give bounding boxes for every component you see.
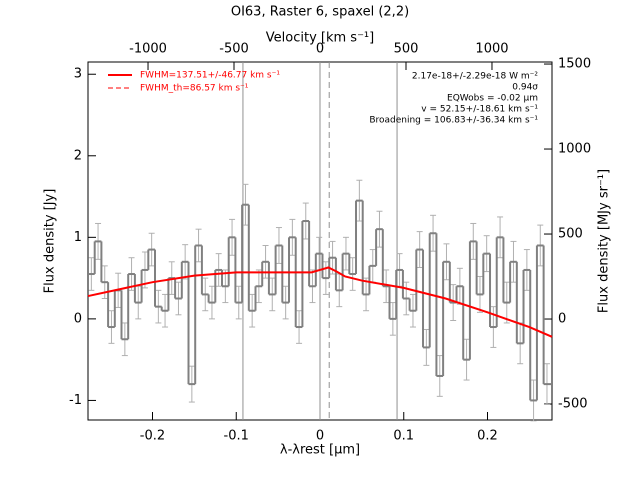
fit-line bbox=[311, 266, 346, 277]
x2-tick-label: -500 bbox=[219, 42, 249, 57]
x-axis-label: λ-λrest [μm] bbox=[280, 443, 360, 458]
annotation: 0.94σ bbox=[512, 83, 538, 93]
x2-tick-label: 500 bbox=[394, 42, 419, 57]
x2-tick-label: 1000 bbox=[475, 42, 508, 57]
y-tick-label: 3 bbox=[74, 67, 82, 82]
x2-tick-label: -1000 bbox=[129, 42, 167, 57]
x-tick-label: -0.2 bbox=[140, 429, 165, 444]
y2-tick-label: 1000 bbox=[558, 142, 591, 157]
y2-tick-label: 1500 bbox=[558, 57, 591, 72]
annotation: Broadening = 106.83+/-36.34 km s⁻¹ bbox=[369, 116, 538, 126]
y2-tick-label: 0 bbox=[558, 312, 566, 327]
x-tick-label: 0 bbox=[316, 429, 324, 444]
chart-title: OI63, Raster 6, spaxel (2,2) bbox=[231, 5, 409, 20]
x-tick-label: 0.2 bbox=[477, 429, 498, 444]
y-tick-label: -1 bbox=[69, 393, 82, 408]
y-tick-label: 2 bbox=[74, 148, 82, 163]
annotation: v = 52.15+/-18.61 km s⁻¹ bbox=[421, 105, 538, 115]
y2-tick-label: -500 bbox=[558, 397, 588, 412]
annotation: 2.17e-18+/-2.29e-18 W m⁻² bbox=[412, 72, 539, 82]
x2-axis-label: Velocity [km s⁻¹] bbox=[266, 31, 374, 46]
legend-label: FWHM_th=86.57 km s⁻¹ bbox=[140, 84, 249, 94]
y-tick-label: 0 bbox=[74, 311, 82, 326]
y2-axis-label: Flux density [MJy sr⁻¹] bbox=[597, 169, 612, 313]
annotation: EQWobs = -0.02 μm bbox=[447, 94, 538, 104]
x-tick-label: 0.1 bbox=[393, 429, 414, 444]
x-tick-label: -0.1 bbox=[224, 429, 249, 444]
legend-label: FWHM=137.51+/-46.77 km s⁻¹ bbox=[140, 71, 280, 81]
y2-tick-label: 500 bbox=[558, 227, 583, 242]
y-axis-label: Flux density [Jy] bbox=[43, 189, 58, 294]
x2-tick-label: 0 bbox=[316, 42, 324, 57]
y-tick-label: 1 bbox=[74, 230, 82, 245]
fit-line bbox=[87, 266, 553, 338]
